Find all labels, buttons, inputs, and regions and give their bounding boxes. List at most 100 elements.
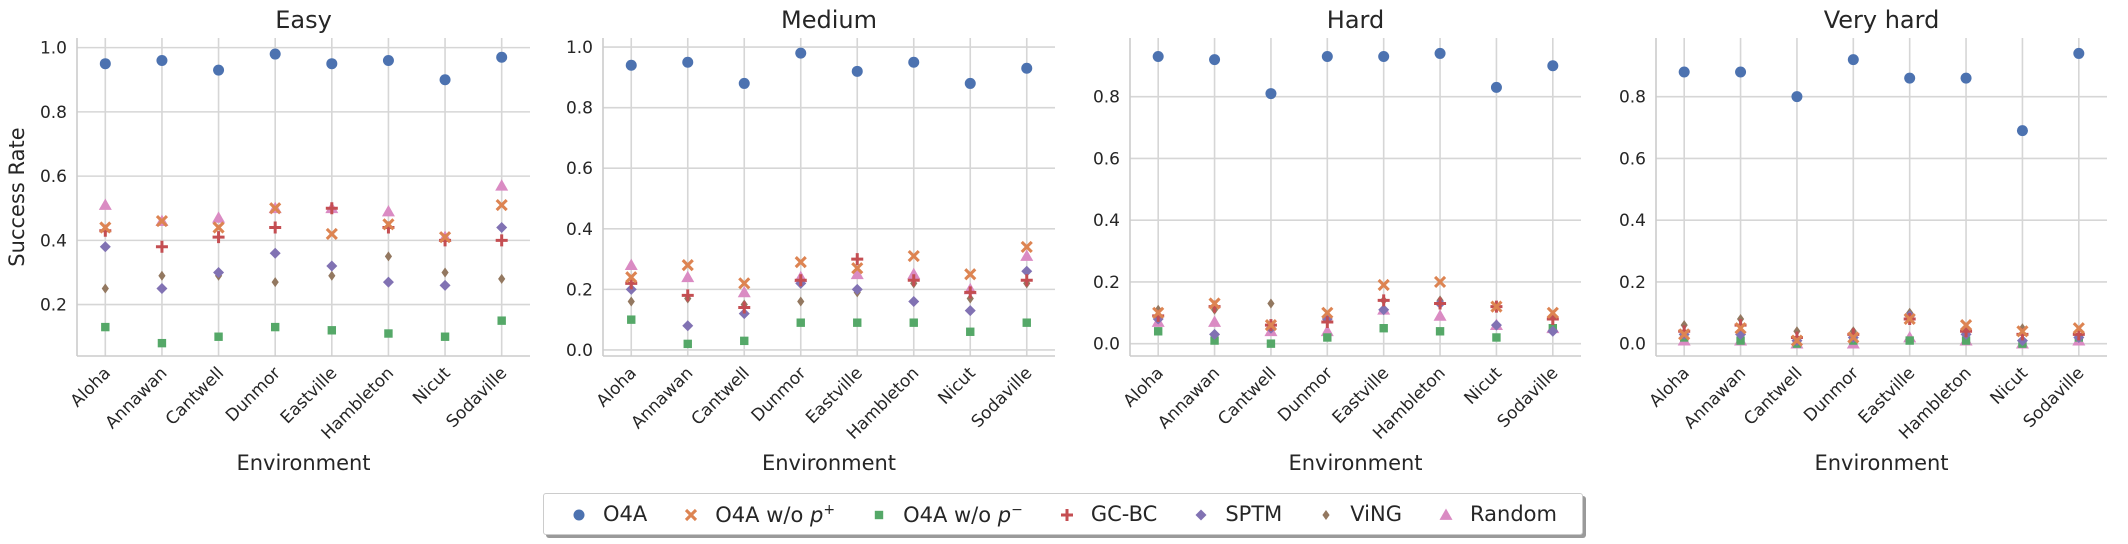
data-point-o4a-w-o-p: [101, 322, 110, 332]
data-point-o4a: [269, 48, 281, 60]
data-point-o4a-w-o-p: [269, 202, 282, 215]
square-marker: [874, 510, 884, 520]
data-point-o4a: [682, 56, 694, 68]
data-point-o4a-w-o-p: [625, 271, 638, 284]
data-point-o4a-w-o-p: [1905, 336, 1914, 345]
data-point-sptm: [851, 283, 863, 295]
data-point-o4a-w-o-p: [382, 218, 395, 231]
data-point-o4a: [908, 56, 920, 68]
x-tick-label: Dunmor: [748, 363, 811, 426]
legend-label: O4A w/o p−: [903, 501, 1023, 527]
y-tick-label: 0.2: [566, 280, 593, 300]
data-point-o4a: [1209, 54, 1221, 66]
data-point-o4a-w-o-p: [738, 277, 751, 290]
data-point-o4a: [156, 54, 168, 66]
y-tick-label: 0.6: [40, 167, 67, 187]
data-point-o4a-w-o-p: [1433, 275, 1447, 288]
x-tick-label: Annawan: [627, 363, 697, 433]
data-point-o4a: [1378, 51, 1390, 63]
subplot-medium: 0.0 0.2 0.4 0.6 0.8 1.0 AlohaAnnawanCantwellDu…: [566, 6, 1055, 475]
legend-entry: O4A: [569, 502, 647, 526]
data-point-o4a: [2073, 47, 2085, 59]
y-tick-label: 0.2: [40, 296, 67, 316]
data-point-o4a: [795, 47, 807, 59]
triangle-marker: [1439, 508, 1453, 520]
data-point-o4a-w-o-p: [1435, 327, 1445, 336]
data-point-o4a-w-o-p: [1492, 333, 1501, 342]
data-point-gc-bc: [1020, 274, 1033, 287]
data-point-o4a-w-o-p: [1264, 319, 1278, 332]
data-point-sptm: [382, 276, 394, 288]
data-point-gc-bc: [738, 301, 751, 314]
data-point-sptm: [1490, 319, 1502, 331]
data-point-ving: [158, 270, 166, 281]
data-point-o4a: [1791, 91, 1803, 103]
data-point-sptm: [156, 283, 168, 295]
y-tick-label: 0.8: [566, 99, 593, 119]
data-point-o4a-w-o-p: [157, 338, 167, 348]
x-axis-label: Environment: [762, 451, 896, 475]
data-point-gc-bc: [269, 221, 282, 234]
data-point-o4a-w-o-p: [683, 339, 692, 349]
data-point-o4a-w-o-p: [1022, 318, 1031, 327]
data-point-o4a: [439, 74, 451, 86]
data-point-o4a-w-o-p: [627, 315, 636, 324]
data-point-ving: [627, 296, 635, 307]
data-point-o4a: [1547, 60, 1559, 72]
y-tick-label: 0.4: [566, 220, 593, 240]
x-axis-label: Environment: [1288, 451, 1422, 475]
data-point-sptm: [439, 279, 451, 291]
subplot-very-hard: 0.0 0.2 0.4 0.6 0.8 AlohaAnnawanCantwellDunmo…: [1619, 6, 2107, 475]
data-point-o4a: [1490, 81, 1502, 93]
data-point-random: [212, 211, 226, 223]
data-point-ving: [1680, 320, 1688, 331]
data-point-gc-bc: [155, 240, 168, 253]
legend-label: O4A w/o p+: [715, 501, 836, 527]
data-point-gc-bc: [1321, 316, 1334, 329]
data-point-ving: [1793, 326, 1801, 337]
data-point-gc-bc: [851, 253, 864, 266]
y-tick-label: 0.0: [566, 341, 593, 361]
data-point-ving: [271, 277, 279, 288]
x-axis-label: Environment: [236, 451, 370, 475]
data-point-o4a: [496, 51, 508, 63]
data-point-o4a-w-o-p: [1321, 306, 1334, 319]
data-point-gc-bc: [1434, 297, 1447, 310]
data-point-random: [381, 204, 395, 217]
data-point-o4a-w-o-p: [909, 318, 918, 327]
y-tick-label: 0.6: [1619, 149, 1646, 169]
data-point-ving: [498, 273, 506, 284]
x-tick-label: Dunmor: [1274, 363, 1337, 426]
data-point-o4a: [1735, 66, 1747, 78]
data-point-o4a: [382, 54, 394, 66]
y-tick-label: 0.8: [40, 103, 67, 123]
data-point-o4a-w-o-p: [907, 249, 920, 263]
x-marker: [685, 508, 698, 522]
data-point-o4a: [1960, 72, 1972, 84]
data-point-o4a-w-o-p: [1266, 339, 1276, 348]
data-point-o4a: [625, 59, 637, 71]
data-point-o4a-w-o-p: [1377, 278, 1390, 292]
data-point-o4a: [1678, 66, 1690, 78]
data-point-o4a-w-o-p: [212, 221, 225, 234]
x-tick-label: Nicut: [1461, 363, 1507, 409]
y-axis-label: Success Rate: [5, 127, 29, 266]
subplot-easy: 0.2 0.4 0.6 0.8 1.0 AlohaAnnawanCantwellDunmo…: [5, 6, 530, 475]
data-point-sptm: [908, 295, 920, 307]
data-point-gc-bc: [325, 202, 338, 215]
data-point-sptm: [682, 320, 694, 332]
y-tick-label: 0.2: [1093, 273, 1120, 293]
data-point-random: [624, 258, 638, 271]
data-point-random: [850, 267, 864, 280]
x-tick-label: Nicut: [934, 363, 980, 409]
data-point-random: [1433, 309, 1447, 321]
legend-entry: GC-BC: [1057, 502, 1157, 526]
legend-entry: ViNG: [1316, 502, 1402, 526]
diamond-marker: [1195, 509, 1207, 521]
x-tick-label: Sodaville: [2020, 363, 2089, 432]
data-point-o4a: [213, 64, 225, 76]
data-point-o4a-w-o-p: [438, 231, 452, 244]
legend-entry: SPTM: [1191, 502, 1282, 526]
subplot-hard: 0.0 0.2 0.4 0.6 0.8 AlohaAnnawanCantwellDunmo…: [1093, 6, 1581, 475]
legend: O4A O4A w/o p+ O4A w/o p− GC-BC SPTM ViNG Rand…: [543, 493, 1583, 535]
